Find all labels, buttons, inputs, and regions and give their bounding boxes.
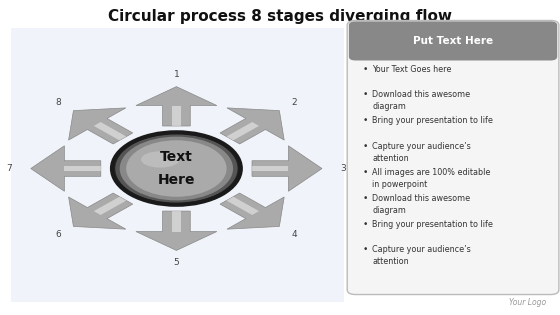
Text: 7: 7 <box>7 164 12 173</box>
Text: •: • <box>362 194 368 203</box>
Text: diagram: diagram <box>372 206 406 215</box>
Text: Bring your presentation to life: Bring your presentation to life <box>372 220 493 229</box>
Polygon shape <box>171 106 181 126</box>
Text: Capture your audience’s: Capture your audience’s <box>372 142 471 151</box>
Text: 3: 3 <box>340 164 346 173</box>
Text: 1: 1 <box>174 70 179 79</box>
Polygon shape <box>94 122 127 140</box>
Text: 8: 8 <box>55 98 61 107</box>
Text: •: • <box>362 168 368 177</box>
Polygon shape <box>171 211 181 232</box>
Polygon shape <box>136 87 217 126</box>
Text: 5: 5 <box>174 258 179 267</box>
Text: •: • <box>362 245 368 255</box>
Polygon shape <box>94 197 127 215</box>
Text: Your Logo: Your Logo <box>509 298 546 307</box>
Circle shape <box>115 134 237 203</box>
Text: 2: 2 <box>292 98 297 107</box>
Text: Put Text Here: Put Text Here <box>413 36 493 46</box>
Text: •: • <box>362 116 368 125</box>
Circle shape <box>120 137 233 200</box>
Text: Circular process 8 stages diverging flow: Circular process 8 stages diverging flow <box>108 9 452 25</box>
FancyBboxPatch shape <box>349 21 557 60</box>
Polygon shape <box>252 146 322 191</box>
Text: 4: 4 <box>292 230 297 239</box>
Ellipse shape <box>141 151 180 168</box>
Text: •: • <box>362 90 368 100</box>
Text: Download this awesome: Download this awesome <box>372 194 470 203</box>
Text: Text: Text <box>160 150 193 164</box>
Polygon shape <box>136 211 217 250</box>
Text: Your Text Goes here: Your Text Goes here <box>372 65 452 74</box>
Text: attention: attention <box>372 154 409 163</box>
Polygon shape <box>68 193 133 229</box>
Polygon shape <box>68 108 133 144</box>
Text: •: • <box>362 142 368 151</box>
Polygon shape <box>31 146 101 191</box>
Polygon shape <box>252 166 288 171</box>
Text: Here: Here <box>158 173 195 187</box>
Circle shape <box>126 140 227 197</box>
Polygon shape <box>220 193 284 229</box>
Text: All images are 100% editable: All images are 100% editable <box>372 168 491 177</box>
Text: Capture your audience’s: Capture your audience’s <box>372 245 471 255</box>
Polygon shape <box>226 197 259 215</box>
Text: Download this awesome: Download this awesome <box>372 90 470 100</box>
Polygon shape <box>220 108 284 144</box>
Text: in powerpoint: in powerpoint <box>372 180 428 189</box>
Text: Bring your presentation to life: Bring your presentation to life <box>372 116 493 125</box>
Text: 6: 6 <box>55 230 61 239</box>
Text: attention: attention <box>372 257 409 266</box>
FancyBboxPatch shape <box>347 20 559 295</box>
FancyBboxPatch shape <box>11 28 344 302</box>
Polygon shape <box>226 122 259 140</box>
Text: •: • <box>362 220 368 229</box>
Circle shape <box>112 132 241 205</box>
Text: •: • <box>362 65 368 74</box>
Polygon shape <box>64 166 101 171</box>
Text: diagram: diagram <box>372 102 406 112</box>
